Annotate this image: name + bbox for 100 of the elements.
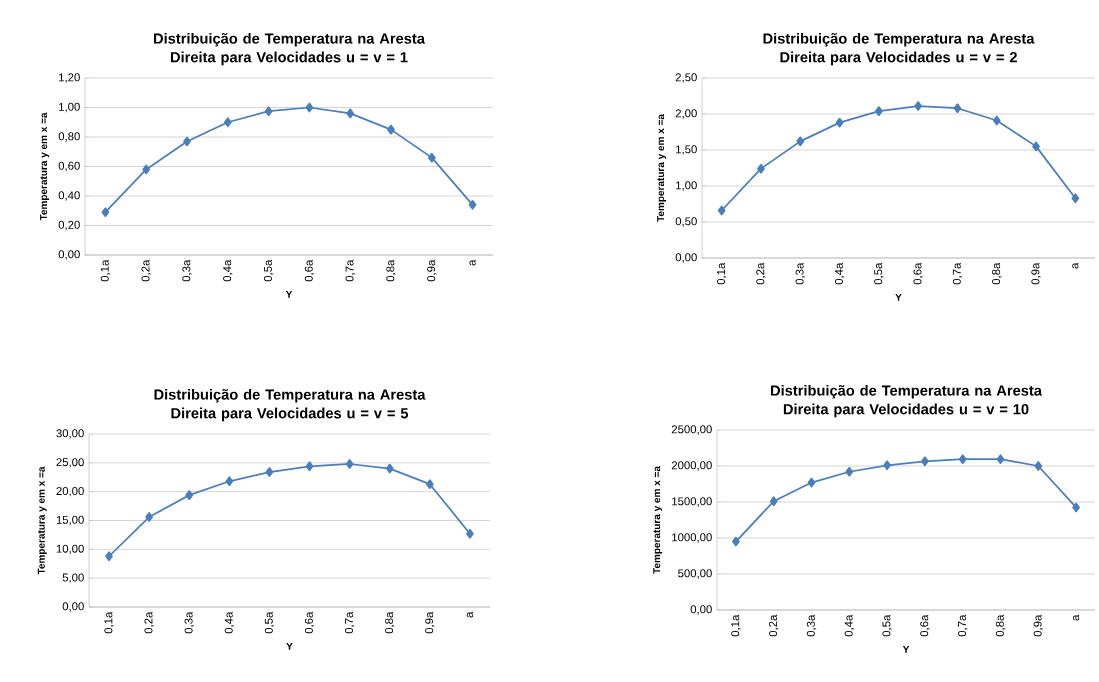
x-tick-label: 0,1a: [100, 259, 111, 282]
y-tick-label: 25,00: [56, 458, 84, 468]
point: [914, 101, 923, 111]
y-tick-label: 1,00: [59, 102, 80, 113]
chart-title: Distribuição de Temperatura na Aresta Direita para Velocidades u = v = 5: [154, 388, 426, 422]
point: [145, 512, 154, 522]
point: [845, 466, 854, 477]
point: [717, 205, 726, 216]
x-tick-label: 0,2a: [756, 262, 766, 285]
y-tick-label: 1,00: [676, 181, 697, 191]
point: [185, 490, 194, 500]
point: [425, 479, 434, 490]
point: [345, 459, 354, 469]
point: [101, 207, 110, 218]
y-tick-label: 20,00: [56, 486, 84, 497]
point: [346, 108, 355, 119]
y-tick-label: 500,00: [678, 569, 712, 579]
point: [1072, 502, 1080, 513]
point: [468, 199, 477, 210]
x-tick-label: 0,3a: [184, 611, 194, 634]
x-axis-title: Y: [895, 293, 902, 301]
x-tick-label: 0,2a: [141, 259, 151, 282]
point: [953, 103, 962, 114]
y-axis-title: Temperatura y em x =a: [40, 112, 50, 221]
y-tick-label: 1000,00: [672, 533, 712, 543]
point: [992, 115, 1001, 126]
y-tick-label: 0,00: [690, 605, 712, 615]
x-tick-label: 0,6a: [913, 262, 923, 285]
x-tick-label: 0,4a: [844, 614, 854, 637]
point: [835, 117, 844, 128]
x-tick-label: 0,9a: [1031, 262, 1041, 285]
x-tick-label: 0,7a: [345, 259, 355, 282]
point: [264, 106, 273, 117]
x-tick-label: a: [469, 259, 476, 266]
x-tick-label: 0,4a: [223, 259, 233, 282]
x-tick-label: 0,4a: [224, 611, 235, 634]
point: [305, 461, 314, 472]
x-tick-label: 0,5a: [264, 611, 275, 634]
x-tick-label: 0,9a: [427, 259, 437, 282]
y-tick-label: 1,20: [59, 73, 80, 83]
y-tick-label: 1500,00: [672, 497, 712, 507]
x-tick-label: 0,6a: [920, 614, 930, 637]
point: [921, 456, 929, 467]
x-tick-label: 0,5a: [874, 262, 884, 285]
x-tick-label: a: [466, 611, 474, 618]
x-tick-label: 0,8a: [995, 614, 1006, 637]
x-tick-label: 0,2a: [769, 614, 779, 637]
x-tick-label: 0,8a: [992, 262, 1002, 285]
x-tick-label: 0,7a: [344, 611, 355, 634]
point: [1071, 193, 1080, 204]
y-tick-label: 0,00: [675, 253, 697, 263]
y-tick-label: 2,50: [675, 73, 697, 83]
point: [769, 496, 778, 507]
point: [305, 102, 314, 113]
point: [1032, 141, 1040, 152]
y-tick-label: 1,50: [676, 145, 697, 155]
y-tick-label: 2000,00: [671, 461, 712, 471]
x-axis-title: Y: [902, 645, 910, 653]
point: [385, 463, 394, 474]
x-tick-label: 0,8a: [386, 259, 396, 282]
x-tick-label: 0,1a: [104, 611, 114, 634]
y-tick-label: 30,00: [56, 429, 84, 439]
x-tick-label: 0,1a: [731, 614, 741, 637]
point: [732, 536, 740, 547]
x-tick-label: 0,3a: [806, 614, 817, 637]
point: [996, 454, 1005, 465]
point: [466, 528, 474, 539]
point: [183, 136, 191, 147]
y-tick-label: 0,60: [58, 161, 80, 172]
point: [796, 136, 805, 147]
y-tick-label: 2500,00: [671, 425, 712, 435]
point: [105, 551, 113, 562]
chart-title: Distribuição de Temperatura na Aresta Direita para Velocidades u = v = 1: [154, 32, 426, 66]
y-tick-label: 0,00: [58, 250, 80, 260]
x-tick-label: 0,5a: [263, 259, 274, 282]
x-tick-label: 0,1a: [716, 262, 727, 285]
x-tick-label: 0,6a: [304, 259, 315, 282]
y-axis-title: Temperatura y em x =a: [657, 113, 667, 222]
x-tick-label: 0,3a: [182, 259, 192, 282]
x-tick-label: 0,8a: [385, 611, 395, 634]
x-tick-label: a: [1072, 614, 1080, 621]
point: [807, 477, 816, 488]
chart-title: Distribuição de Temperatura na Aresta Direita para Velocidades u = v = 10: [771, 384, 1043, 418]
y-tick-label: 2,00: [675, 109, 697, 119]
x-tick-label: 0,4a: [834, 262, 845, 285]
x-tick-label: 0,9a: [1033, 614, 1043, 637]
y-tick-label: 0,80: [58, 132, 80, 142]
point: [427, 152, 436, 163]
x-tick-label: 0,7a: [958, 614, 968, 637]
y-tick-label: 5,00: [62, 573, 84, 583]
x-tick-label: 0,3a: [795, 262, 805, 285]
point: [757, 163, 765, 174]
point: [265, 467, 274, 477]
point: [225, 476, 234, 487]
point: [223, 117, 232, 128]
x-tick-label: 0,7a: [952, 262, 963, 285]
x-tick-label: 0,6a: [304, 611, 315, 634]
x-axis-title: Y: [285, 290, 293, 298]
x-tick-label: 0,9a: [425, 611, 435, 634]
y-tick-label: 0,40: [58, 191, 80, 201]
